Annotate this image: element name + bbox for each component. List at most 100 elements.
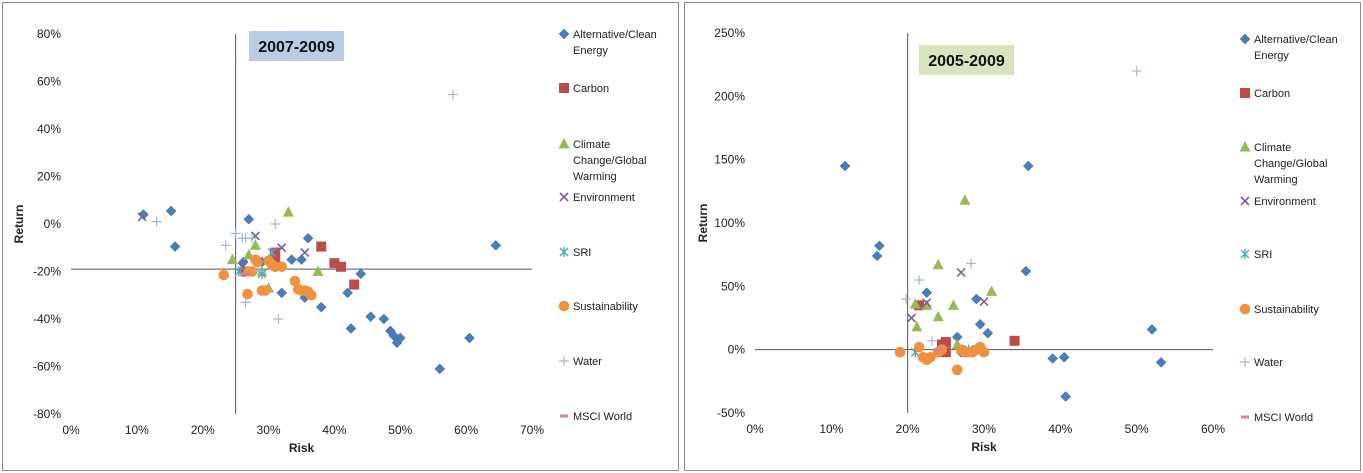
x-tick-label: 0% <box>62 423 80 437</box>
data-point-alternative-clean-energy <box>243 213 255 225</box>
data-point-sustainability <box>913 341 925 353</box>
data-point-water <box>914 275 925 285</box>
legend-label-water: Water <box>573 356 602 368</box>
data-point-msci-world <box>934 348 943 352</box>
data-point-carbon <box>336 261 347 272</box>
x-tick-label: 30% <box>257 423 281 437</box>
data-point-sustainability <box>925 351 936 363</box>
data-point-alternative-clean-energy <box>165 205 177 217</box>
legend-label-sustainability: Sustainability <box>573 301 638 313</box>
y-tick-label: -50% <box>717 406 745 420</box>
legend-marker-environment <box>559 192 569 202</box>
y-tick-label: -40% <box>33 312 61 326</box>
data-point-climate-change-global-warming <box>932 258 944 270</box>
legend-label-environment: Environment <box>1254 196 1316 208</box>
data-point-carbon <box>940 337 951 348</box>
legend-label-alternative-clean-energy: Alternative/Clean Energy <box>1254 34 1338 62</box>
data-point-alternative-clean-energy <box>1060 391 1072 402</box>
y-tick-label: 200% <box>714 89 745 103</box>
data-point-water <box>253 266 264 277</box>
x-tick-label: 60% <box>454 423 478 437</box>
legend-marker-alternative-clean-energy <box>558 28 570 40</box>
legend-marker-carbon <box>559 83 569 93</box>
data-point-alternative-clean-energy <box>1058 351 1070 363</box>
legend-label-environment: Environment <box>573 192 635 204</box>
data-point-climate-change-global-warming <box>226 253 238 265</box>
x-tick-label: 20% <box>896 422 920 436</box>
x-axis-title: Risk <box>289 441 315 455</box>
y-axis-title: Return <box>696 204 710 243</box>
data-point-carbon <box>316 241 327 252</box>
x-tick-label: 60% <box>1201 422 1225 436</box>
y-tick-label: 80% <box>37 27 61 41</box>
scatter-chart-2005-2009: 250%200%150%100%50%0%-50%0% 10% 20% 30% 40% 5… <box>696 26 1338 454</box>
data-point-alternative-clean-energy <box>839 160 851 172</box>
data-point-water <box>230 228 241 239</box>
y-tick-label: 50% <box>721 279 745 293</box>
legend-label-sri: SRI <box>573 247 591 259</box>
legend-marker-sri <box>559 247 569 257</box>
data-point-alternative-clean-energy <box>345 323 357 334</box>
x-tick-label: 0% <box>746 422 764 436</box>
legend-marker-climate-change-global-warming <box>1239 141 1251 152</box>
data-point-environment <box>956 267 966 277</box>
data-point-climate-change-global-warming <box>282 206 294 217</box>
y-tick-label: 60% <box>37 75 61 89</box>
data-point-sustainability <box>276 261 288 273</box>
data-point-water <box>901 294 912 304</box>
data-point-climate-change-global-warming <box>911 320 923 332</box>
y-axis-title: Return <box>12 205 26 244</box>
data-point-alternative-clean-energy <box>302 232 314 244</box>
data-point-alternative-clean-energy <box>1022 160 1034 172</box>
x-tick-label: 40% <box>322 423 346 437</box>
y-tick-label: 20% <box>37 170 61 184</box>
data-point-sustainability <box>894 346 906 358</box>
data-point-climate-change-global-warming <box>986 285 998 296</box>
period-label-text: 2005-2009 <box>928 53 1005 70</box>
data-point-environment <box>137 212 147 222</box>
data-point-climate-change-global-warming <box>909 298 921 309</box>
data-point-carbon <box>270 254 281 265</box>
data-point-alternative-clean-energy <box>169 241 181 252</box>
data-point-alternative-clean-energy <box>490 240 502 251</box>
y-tick-label: 40% <box>37 122 61 136</box>
legend-label-msci-world: MSCI World <box>1254 412 1313 424</box>
y-tick-label: 0% <box>44 217 62 231</box>
period-label: 2005-2009 <box>919 45 1014 75</box>
legend-label-carbon: Carbon <box>573 83 609 95</box>
data-point-water <box>220 240 231 251</box>
data-point-environment <box>277 243 287 253</box>
data-point-alternative-clean-energy <box>1020 265 1032 277</box>
data-point-sustainability <box>259 285 271 296</box>
data-point-alternative-clean-energy <box>974 318 986 330</box>
legend-marker-sustainability <box>1239 303 1251 315</box>
data-point-alternative-clean-energy <box>355 268 367 280</box>
legend-marker-water <box>559 356 569 366</box>
y-tick-label: -20% <box>33 265 61 279</box>
x-tick-label: 40% <box>1048 422 1072 436</box>
data-point-sustainability <box>242 288 253 300</box>
data-point-sustainability <box>252 256 263 268</box>
data-point-sustainability <box>218 269 230 281</box>
x-tick-label: 70% <box>520 423 544 437</box>
x-tick-label: 10% <box>819 422 843 436</box>
data-point-water <box>270 219 281 229</box>
data-point-carbon <box>914 300 925 311</box>
data-point-alternative-clean-energy <box>378 313 390 325</box>
data-point-water <box>447 89 458 100</box>
data-point-carbon <box>270 247 281 258</box>
data-point-sustainability <box>978 346 990 358</box>
data-point-water <box>927 335 938 346</box>
data-point-environment <box>906 313 917 323</box>
data-point-alternative-clean-energy <box>1146 324 1158 335</box>
legend-marker-climate-change-global-warming <box>558 138 570 149</box>
scatter-chart-2007-2009: 80%60%40%20%0%-20%-40%-60%-80%0% 10% 20% 30… <box>12 27 657 455</box>
data-point-carbon <box>329 258 340 269</box>
legend-label-water: Water <box>1254 357 1283 369</box>
data-point-alternative-clean-energy <box>982 327 994 339</box>
data-point-water <box>240 297 251 308</box>
data-point-climate-change-global-warming <box>249 239 261 250</box>
y-tick-label: 150% <box>714 153 745 167</box>
legend-marker-sustainability <box>558 300 570 312</box>
chart-panel-2005-2009: 250% 200% 150% 100% 50% 0% -50% 0% 10% 20% 30% 40% 5… <box>684 2 1361 471</box>
